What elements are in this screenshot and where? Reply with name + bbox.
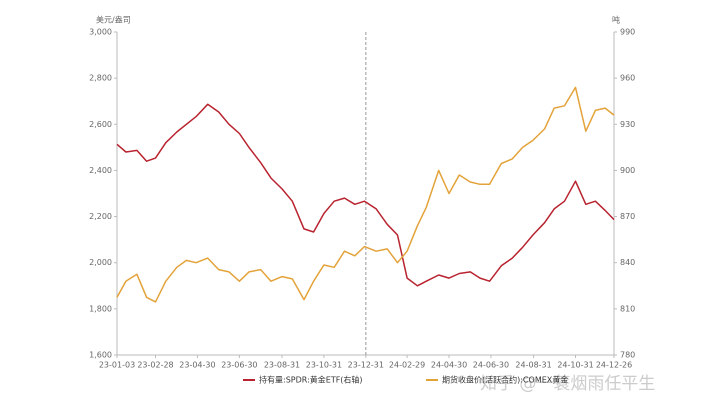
x-tick-label: 24-12-26 bbox=[596, 361, 632, 370]
y-tick-label: 1,800 bbox=[89, 304, 112, 313]
x-tick-label: 24-02-29 bbox=[389, 361, 425, 370]
y2-tick-label: 990 bbox=[620, 28, 635, 37]
legend-label: 期货收盘价(活跃合约):COMEX黄金 bbox=[442, 375, 568, 385]
y-tick-label: 2,200 bbox=[89, 212, 112, 221]
y2-tick-label: 870 bbox=[620, 212, 635, 221]
x-tick-label: 24-08-31 bbox=[515, 361, 551, 370]
y-tick-label: 2,800 bbox=[89, 74, 112, 83]
y2-tick-label: 930 bbox=[620, 120, 635, 129]
y-tick-label: 3,000 bbox=[89, 28, 112, 37]
y2-tick-label: 900 bbox=[620, 166, 635, 175]
y-tick-label: 1,600 bbox=[89, 351, 112, 360]
x-tick-label: 23-04-30 bbox=[179, 361, 215, 370]
y2-tick-label: 810 bbox=[620, 304, 635, 313]
y-axis-label: 美元/盎司 bbox=[96, 15, 131, 25]
series-line bbox=[116, 103, 615, 287]
series-line bbox=[116, 86, 615, 303]
y-tick-label: 2,400 bbox=[89, 166, 112, 175]
y-tick-label: 2,600 bbox=[89, 120, 112, 129]
x-tick-label: 23-08-31 bbox=[264, 361, 300, 370]
legend-label: 持有量:SPDR:黄金ETF(右轴) bbox=[259, 375, 363, 385]
y2-tick-label: 960 bbox=[620, 74, 635, 83]
watermark: 知乎 @一蓑烟雨任平生 bbox=[480, 374, 655, 394]
x-tick-label: 23-06-30 bbox=[221, 361, 257, 370]
y-tick-label: 2,000 bbox=[89, 258, 112, 267]
y2-tick-label: 840 bbox=[620, 258, 635, 267]
y2-axis-label: 吨 bbox=[612, 15, 620, 25]
x-tick-label: 23-02-28 bbox=[137, 361, 173, 370]
x-tick-label: 24-10-31 bbox=[557, 361, 593, 370]
x-tick-label: 23-01-03 bbox=[99, 361, 135, 370]
x-tick-label: 24-06-30 bbox=[473, 361, 509, 370]
x-tick-label: 23-12-31 bbox=[348, 361, 384, 370]
y2-tick-label: 780 bbox=[620, 351, 635, 360]
x-tick-label: 23-10-31 bbox=[306, 361, 342, 370]
x-tick-label: 24-04-30 bbox=[431, 361, 467, 370]
